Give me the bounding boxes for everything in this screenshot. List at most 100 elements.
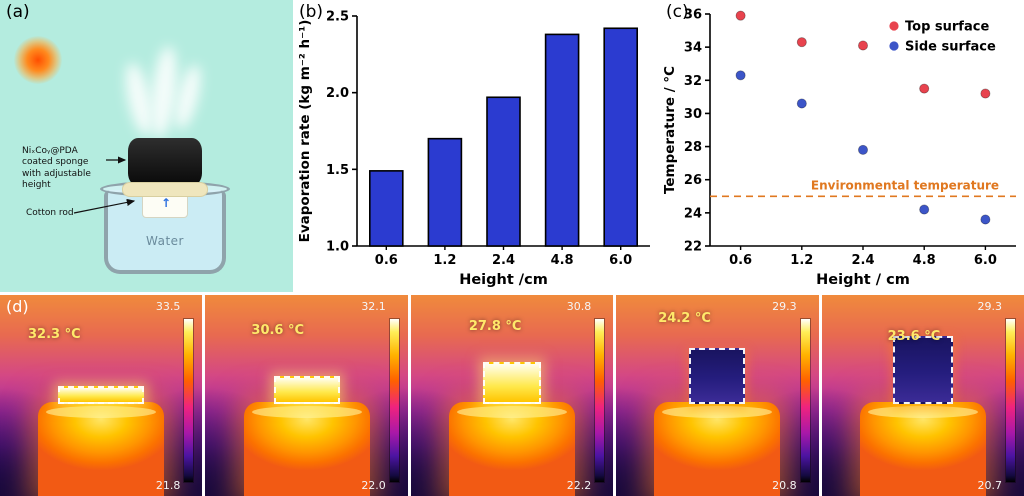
x-tick-label: 6.0 [609,253,632,268]
bar-4.8 [544,33,580,247]
scale-min: 21.8 [155,479,181,492]
thermal-image-2: 30.6 °C 32.1 22.0 [205,295,408,496]
point-side-surface [735,70,746,81]
ref-line-label: Environmental temperature [811,178,999,192]
point-side-surface [980,214,991,225]
panel-d-label: (d) [6,297,29,316]
bar-2.4 [486,96,521,247]
x-tick-label: 4.8 [551,253,574,268]
y-tick-label: 2.0 [326,86,349,101]
up-arrow-icon: ↑ [161,196,172,210]
top-row: (a) ↑ Water NiₓCoᵧ@PDA coated sponge wit… [0,0,1024,292]
scatter-chart-svg: 22 24 26 28 30 32 34 36 0.6 1.2 2.4 4.8 6.0 Environme… [662,8,1016,288]
panel-b-bar-chart: (b) 1.0 1.5 2.0 2.5 0.6 1.2 2.4 4.8 6.0 Height /c… [293,0,660,292]
thermal-cup [449,402,576,496]
sponge-annotation: NiₓCoᵧ@PDA coated sponge with adjustable… [22,146,91,190]
thermal-sponge [273,376,340,404]
sun-icon [14,36,62,84]
scale-min: 20.8 [772,479,797,492]
panel-c-label: (c) [666,2,689,22]
bar-0.6 [369,170,404,247]
panel-c-scatter-chart: (c) 22 24 26 28 30 32 34 36 0.6 1.2 2.4 4.8 6.0 Envir… [660,0,1024,292]
thermal-cup [859,402,986,496]
point-top-surface [980,88,991,99]
point-top-surface [857,40,868,51]
y-axis-title: Evaporation rate (kg m⁻² h⁻¹) [297,20,313,243]
point-top-surface [919,83,930,94]
panel-b-label: (b) [299,2,324,22]
thermal-sponge [689,348,746,404]
thermal-sponge [892,336,953,404]
temperature-label: 24.2 °C [658,311,711,326]
x-tick-label: 6.0 [974,253,997,268]
temperature-label: 23.6 °C [887,329,941,344]
y-tick-label: 26 [684,173,702,188]
y-tick-label: 32 [684,74,702,89]
panel-d-thermal-row: (d) 32.3 °C 33.5 21.8 30.6 °C 32.1 22.0 … [0,295,1024,496]
legend-marker [889,21,899,31]
thermal-colorbar [184,319,194,482]
scale-max: 32.1 [361,300,386,313]
y-tick-label: 30 [684,107,702,122]
scale-min: 20.7 [977,479,1003,492]
thermal-colorbar [1006,319,1016,482]
thermal-image-4: 24.2 °C 29.3 20.8 [616,295,819,496]
thermal-image-3: 27.8 °C 30.8 22.2 [410,295,614,496]
thermal-colorbar [389,319,399,482]
x-axis-title: Height /cm [459,272,548,288]
y-tick-label: 1.0 [326,240,349,255]
point-side-surface [796,98,807,109]
panel-a-label: (a) [6,2,30,22]
y-tick-label: 2.5 [326,10,349,25]
scale-max: 30.8 [566,300,592,313]
cotton-layer [122,182,208,197]
x-tick-label: 2.4 [851,253,874,268]
x-tick-label: 4.8 [913,253,936,268]
scale-max: 29.3 [977,300,1003,313]
temperature-label: 30.6 °C [251,323,305,338]
scale-min: 22.2 [566,479,592,492]
legend-label: Top surface [905,20,989,35]
y-tick-label: 24 [684,206,702,221]
x-tick-label: 0.6 [375,253,398,268]
x-tick-label: 0.6 [729,253,752,268]
panel-a-schematic: (a) ↑ Water NiₓCoᵧ@PDA coated sponge wit… [0,0,293,292]
y-tick-label: 34 [684,41,702,56]
point-top-surface [796,37,807,48]
y-tick-label: 1.5 [326,163,349,178]
legend-marker [889,41,899,51]
scale-min: 22.0 [361,479,386,492]
water-beaker: ↑ Water [100,181,230,274]
thermal-colorbar [595,319,605,482]
thermal-cup [654,402,781,496]
scale-max: 29.3 [772,300,797,313]
bar-chart-svg: 1.0 1.5 2.0 2.5 0.6 1.2 2.4 4.8 6.0 Height /cm Eva… [297,10,650,288]
thermal-sponge [483,362,542,404]
point-top-surface [735,10,746,21]
thermal-image-1: (d) 32.3 °C 33.5 21.8 [0,295,203,496]
y-tick-label: 28 [684,140,702,155]
bar-6.0 [603,27,639,247]
y-tick-label: 36 [684,8,702,23]
x-axis-title: Height / cm [816,272,910,288]
coated-sponge [128,138,202,186]
cotton-rod-annotation: Cotton rod [26,208,74,218]
temperature-label: 32.3 °C [28,327,81,342]
legend-label: Side surface [905,40,996,55]
y-tick-label: 22 [684,240,702,255]
temperature-label: 27.8 °C [468,319,522,334]
point-side-surface [919,204,930,215]
bar-1.2 [427,137,463,247]
x-tick-label: 1.2 [433,253,456,268]
thermal-cup [243,402,370,496]
scale-max: 33.5 [155,300,181,313]
thermal-sponge [58,386,145,404]
thermal-image-5: 23.6 °C 29.3 20.7 [821,295,1024,496]
point-side-surface [857,144,868,155]
water-label: Water [146,234,184,248]
x-tick-label: 2.4 [492,253,515,268]
y-axis-title: Temperature / °C [662,66,678,194]
thermal-colorbar [800,319,810,482]
thermal-cup [38,402,165,496]
